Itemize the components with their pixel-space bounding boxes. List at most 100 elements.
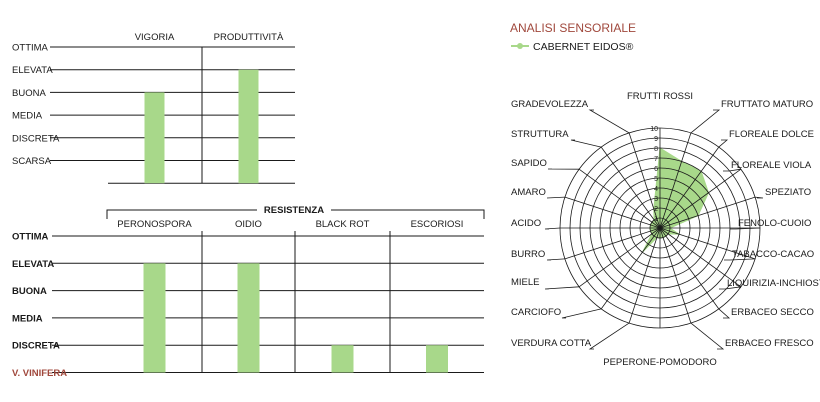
radar-spoke <box>600 146 661 229</box>
chart1-level-label: BUONA <box>12 88 46 99</box>
chart1-level-label: OTTIMA <box>12 43 49 54</box>
radar-spoke <box>659 146 720 229</box>
radar-axis-label: FRUTTI ROSSI <box>627 91 693 102</box>
radar-axis-label: FLOREALE DOLCE <box>729 129 814 140</box>
chart2-bar <box>331 345 354 373</box>
chart2-category-labels: PERONOSPORA OIDIO BLACK ROT ESCORIOSI <box>117 219 463 230</box>
chart2-bar <box>426 345 448 373</box>
chart1-category-label: VIGORIA <box>135 32 175 43</box>
chart2-grid <box>52 209 485 373</box>
chart-resistenza: RESISTENZA OTTIMA ELEVATA BUONA MEDIA DISCRE… <box>12 205 485 380</box>
radar-scale-label: 7 <box>654 156 658 163</box>
chart1-category-labels: VIGORIA PRODUTTIVITÀ <box>135 32 284 43</box>
radar-spoke <box>628 132 661 229</box>
radar-spoke <box>628 227 661 324</box>
chart2-title: RESISTENZA <box>264 205 324 216</box>
chart1-level-label: MEDIA <box>12 111 43 122</box>
radar-scale-label: 2 <box>654 206 658 213</box>
radar-leader-line <box>690 322 725 350</box>
radar-axis-label: GRADEVOLEZZA <box>511 99 589 110</box>
radar-leader-line <box>755 196 764 199</box>
radar-axis-label: FLOREALE VIOLA <box>731 160 812 171</box>
chart2-category-label: PERONOSPORA <box>117 219 192 230</box>
radar-leader-line <box>546 258 565 261</box>
chart1-level-labels: OTTIMA ELEVATA BUONA MEDIA DISCRETA SCARSA <box>12 43 60 168</box>
chart2-category-label: BLACK ROT <box>316 219 370 230</box>
radar-leader-line <box>546 196 565 199</box>
radar-leader-line <box>718 308 731 319</box>
radar-leader-line <box>588 109 630 134</box>
radar-axis-label: TABACCO-CACAO <box>732 249 814 260</box>
radar-scale-label: 4 <box>654 186 658 193</box>
legend-marker <box>517 43 523 49</box>
radar-leader-line <box>723 168 741 172</box>
chart1-level-label: DISCRETA <box>12 133 60 144</box>
radar-leader-line <box>719 286 741 290</box>
radar-scale-label: 10 <box>650 126 658 133</box>
radar-spoke <box>600 227 661 310</box>
radar-leader-line <box>718 139 729 148</box>
radar-scale-label: 9 <box>654 136 658 143</box>
radar-axis-label: ERBACEO SECCO <box>731 307 814 318</box>
chart2-level-label: MEDIA <box>12 313 43 324</box>
chart2-level-labels: OTTIMA ELEVATA BUONA MEDIA DISCRETA V. VINIFE… <box>12 232 67 380</box>
radar-scale-label: 1 <box>654 216 658 223</box>
radar-axis-label: PEPERONE-POMODORO <box>603 357 717 368</box>
radar-scale-label: 5 <box>654 176 658 183</box>
radar-scale-label: 6 <box>654 166 658 173</box>
radar-legend: CABERNET EIDOS® <box>511 41 634 53</box>
chart2-bars <box>143 263 448 373</box>
chart2-level-label: ELEVATA <box>12 259 54 270</box>
radar-spoke <box>659 227 692 324</box>
radar-spoke <box>564 196 661 229</box>
radar-spoke <box>659 196 756 229</box>
radar-leader-line <box>561 308 602 319</box>
radar-axis-label: CARCIOFO <box>511 307 561 318</box>
chart1-level-label: SCARSA <box>12 156 52 167</box>
radar-axis-label: STRUTTURA <box>511 129 569 140</box>
chart2-level-label: DISCRETA <box>12 341 60 352</box>
legend-label: CABERNET EIDOS® <box>533 41 634 53</box>
chart-analisi-sensoriale: ANALISI SENSORIALE CABERNET EIDOS® 1 2 3 4 5… <box>510 21 820 368</box>
chart-vigoria-produttivita: OTTIMA ELEVATA BUONA MEDIA DISCRETA SCARSA VI… <box>12 32 295 184</box>
radar-spoke <box>564 227 661 260</box>
radar-spoke <box>659 132 692 229</box>
chart2-bar <box>143 263 166 373</box>
chart1-bars <box>144 69 259 184</box>
chart2-bar <box>237 263 260 373</box>
chart2-title-bracket <box>106 209 485 219</box>
radar-spoke <box>578 227 661 288</box>
radar-leader-line <box>544 286 580 290</box>
chart2-category-label: ESCORIOSI <box>411 219 464 230</box>
radar-leader-line <box>588 322 630 350</box>
radar-axis-label: SPEZIATO <box>765 187 811 198</box>
radar-scale-label: 3 <box>654 196 658 203</box>
chart2-category-label: OIDIO <box>235 219 262 230</box>
radar-title: ANALISI SENSORIALE <box>510 21 636 35</box>
chart2-level-label: OTTIMA <box>12 232 49 243</box>
chart2-level-label: V. VINIFERA <box>12 368 67 379</box>
radar-spoke <box>578 168 661 229</box>
chart1-grid <box>50 46 295 184</box>
radar-leader-line <box>544 227 561 230</box>
chart1-bar <box>238 69 259 184</box>
chart1-level-label: ELEVATA <box>12 65 53 76</box>
radar-axis-label: FENOLO-CUOIO <box>738 218 811 229</box>
radar-leader-line <box>570 139 602 148</box>
radar-axis-label: MIELE <box>511 277 540 288</box>
radar-leader-line <box>724 258 756 261</box>
chart1-category-label: PRODUTTIVITÀ <box>214 32 284 43</box>
radar-axis-label: AMARO <box>511 187 546 198</box>
radar-scale-labels: 1 2 3 4 5 6 7 8 9 10 <box>650 126 658 223</box>
radar-grid <box>559 127 761 329</box>
radar-scale-label: 8 <box>654 146 658 153</box>
radar-axis-label: VERDURA COTTA <box>511 338 592 349</box>
radar-spoke <box>659 227 720 310</box>
radar-axis-label: ACIDO <box>511 218 541 229</box>
chart1-bar <box>144 92 165 184</box>
radar-spoke <box>659 227 756 260</box>
radar-axis-labels: FRUTTI ROSSI FRUTTATO MATURO FLOREALE DOLC… <box>511 91 820 368</box>
radar-axis-label: BURRO <box>511 249 545 260</box>
radar-spoke <box>659 168 742 229</box>
